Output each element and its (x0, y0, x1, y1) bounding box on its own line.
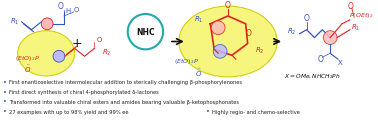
Text: O: O (96, 36, 102, 42)
Text: O: O (304, 14, 310, 23)
Text: •: • (3, 80, 7, 86)
Text: $P(OEt)_2$: $P(OEt)_2$ (349, 11, 373, 20)
Text: First enantioselective intermolecular addition to sterically challenging β-phosp: First enantioselective intermolecular ad… (9, 80, 242, 85)
Circle shape (211, 21, 225, 35)
Text: O: O (225, 1, 231, 10)
Text: +: + (71, 37, 82, 50)
Text: $X = OMe, NHCH_2Ph$: $X = OMe, NHCH_2Ph$ (284, 72, 341, 81)
Circle shape (53, 50, 65, 62)
Text: Transformed into valuable chiral esters and amides bearing valuable β-ketophosph: Transformed into valuable chiral esters … (9, 100, 239, 105)
Text: O: O (58, 2, 64, 11)
Text: 27 examples with up to 98% yield and 99% ee: 27 examples with up to 98% yield and 99%… (9, 110, 129, 115)
Text: $(EtO)_2P$: $(EtO)_2P$ (174, 57, 199, 66)
Text: NHC: NHC (136, 28, 155, 37)
Circle shape (128, 14, 163, 49)
Text: O: O (348, 2, 354, 11)
Text: $R_2$: $R_2$ (287, 27, 296, 37)
Text: •: • (3, 99, 7, 105)
Text: •: • (3, 109, 7, 115)
Ellipse shape (18, 31, 75, 76)
Text: $R_1$: $R_1$ (194, 15, 203, 25)
Circle shape (41, 18, 53, 30)
Text: $\ddot{O}$: $\ddot{O}$ (24, 63, 31, 75)
Text: X: X (338, 60, 342, 66)
Text: $(EtO)_2P$: $(EtO)_2P$ (15, 54, 40, 63)
Text: •: • (3, 90, 7, 96)
Text: $R_1$: $R_1$ (351, 23, 360, 33)
Ellipse shape (179, 6, 277, 77)
Text: $R_2$: $R_2$ (102, 48, 112, 58)
Text: •: • (206, 109, 210, 115)
Text: H: H (66, 8, 71, 14)
Text: O: O (318, 55, 323, 64)
Text: Highly regio- and chemo-selective: Highly regio- and chemo-selective (212, 110, 300, 115)
Circle shape (323, 31, 337, 44)
Circle shape (213, 44, 227, 58)
Text: O: O (246, 29, 252, 38)
Text: First direct synthesis of chiral 4-phosphorylated δ-lactones: First direct synthesis of chiral 4-phosp… (9, 90, 159, 95)
Text: $R_2$: $R_2$ (255, 46, 264, 56)
Text: $\ddot{O}$: $\ddot{O}$ (195, 67, 202, 79)
Text: $R_1$: $R_1$ (10, 17, 19, 27)
Text: O: O (74, 7, 79, 13)
